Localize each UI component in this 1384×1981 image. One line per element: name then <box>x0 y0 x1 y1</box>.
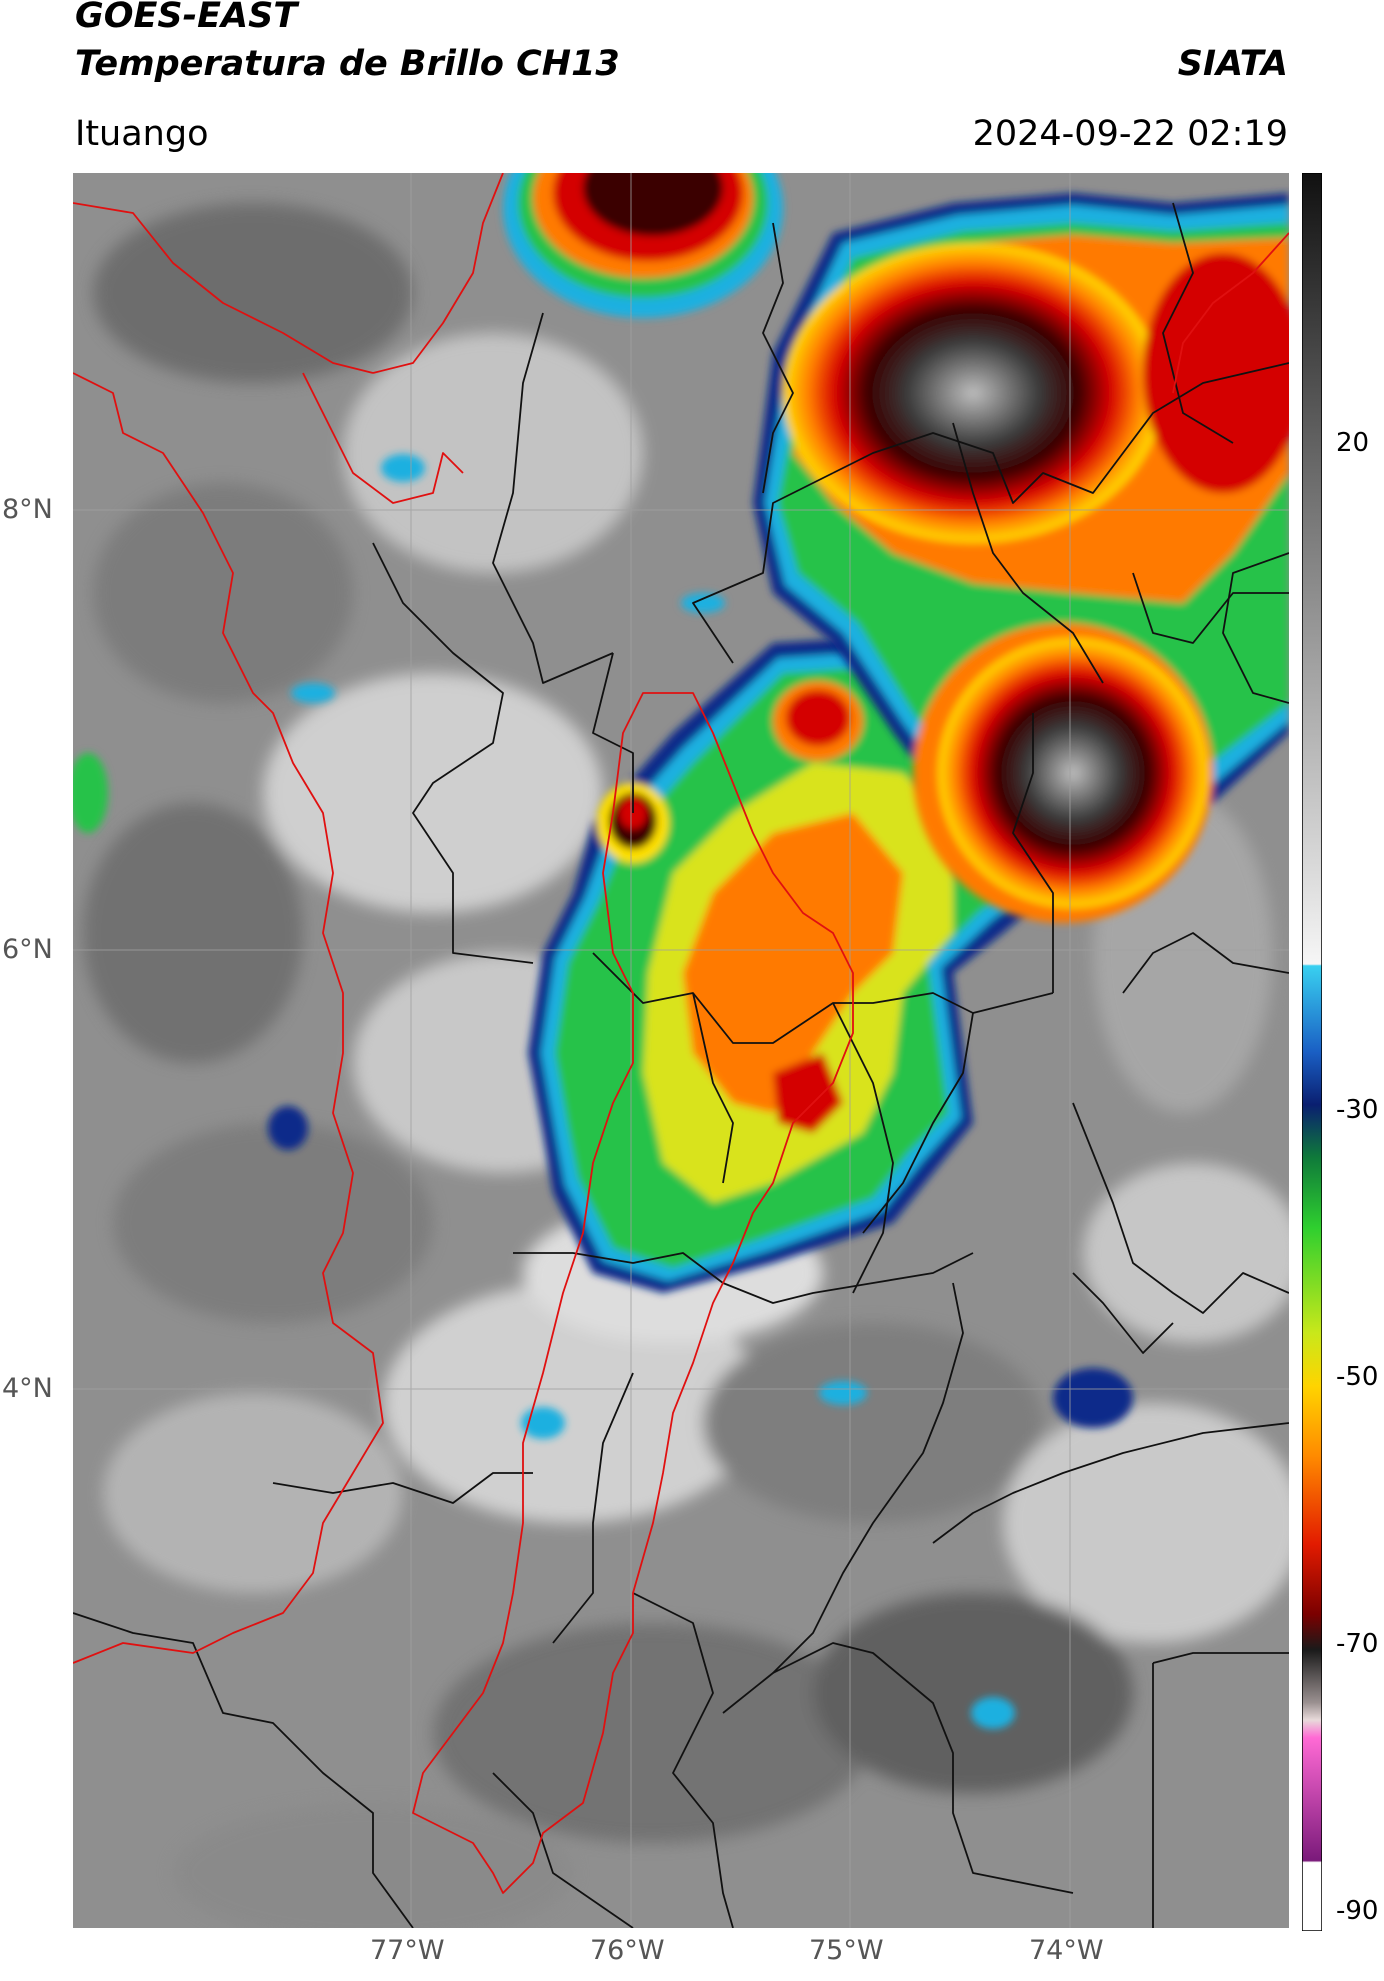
lat-label-8n: 8°N <box>2 494 53 525</box>
colorbar-tick-20: 20 <box>1336 428 1370 458</box>
lat-label-6n: 6°N <box>2 934 53 965</box>
temperature-colorbar <box>1302 173 1322 1931</box>
lon-label-76w: 76°W <box>590 1935 665 1966</box>
colorbar-tick-minus50: -50 <box>1336 1362 1379 1392</box>
product-title: Temperatura de Brillo CH13 <box>75 44 620 84</box>
convective-system-north <box>503 173 783 318</box>
lat-label-4n: 4°N <box>2 1373 53 1404</box>
lon-label-74w: 74°W <box>1029 1935 1104 1966</box>
lon-label-75w: 75°W <box>809 1935 884 1966</box>
department-borders <box>73 202 1289 1928</box>
colorbar-tick-minus70: -70 <box>1336 1629 1379 1659</box>
national-borders <box>73 173 1289 1894</box>
place-label: Ituango <box>75 114 209 154</box>
timestamp-label: 2024-09-22 02:19 <box>972 114 1288 154</box>
colorbar-tick-minus30: -30 <box>1336 1095 1379 1125</box>
convective-system-northeast <box>753 193 1289 923</box>
brightness-temperature-map <box>73 173 1289 1928</box>
brand-label: SIATA <box>1177 44 1288 84</box>
colorbar-ramp <box>1302 173 1322 1931</box>
satellite-name: GOES-EAST <box>75 0 298 36</box>
colorbar-tick-minus90: -90 <box>1336 1896 1379 1926</box>
small-cold-cells <box>73 454 1133 1729</box>
lon-label-77w: 77°W <box>370 1935 445 1966</box>
